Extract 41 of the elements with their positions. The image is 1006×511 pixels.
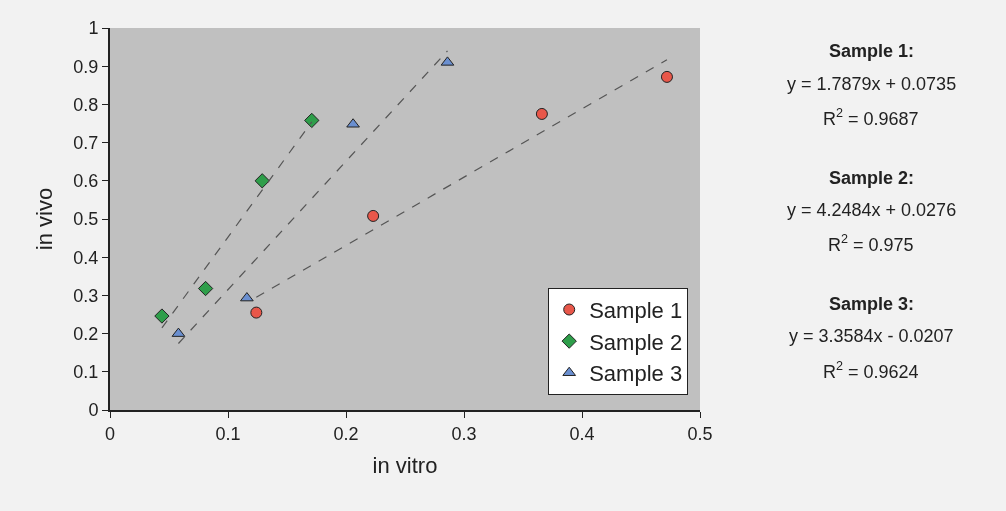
text: y = 4.2484x + 0.0276 [787,200,957,220]
point [197,280,214,297]
legend-label: Sample 1 [589,298,683,324]
point [367,209,380,222]
y-tick-label: 0 [88,400,99,421]
legend-label: Sample 3 [589,361,683,387]
text: R$^{2}$ = 0.9624 [823,359,919,382]
point [535,107,548,120]
x-tick-label: 0.5 [687,423,713,444]
point [660,70,673,83]
point [250,306,263,319]
y-tick-label: 1 [88,18,99,39]
y-tick-label: 0.7 [73,132,99,153]
y-tick-label: 0.6 [73,171,99,192]
text: Sample 3: [829,294,915,314]
point [304,112,320,129]
text: Sample 1: [829,41,915,61]
x-tick-label: 0 [104,423,116,444]
point [346,118,360,128]
y-tick-label: 0.8 [73,94,99,115]
y-axis-title: in vivo [31,187,57,251]
point [240,292,254,302]
y-tick-label: 0.1 [73,362,99,383]
x-tick-label: 0.1 [215,423,241,444]
x-tick-label: 0.3 [451,423,477,444]
text: R$^{2}$ = 0.975 [828,232,914,255]
legend-label: Sample 2 [589,329,683,355]
point [154,308,170,324]
point [254,173,270,189]
x-tick-label: 0.4 [569,423,595,444]
y-tick-label: 0.9 [73,56,99,77]
y-tick-label: 0.2 [73,323,99,344]
text: Sample 2: [829,168,915,188]
text: R$^{2}$ = 0.9687 [823,106,919,129]
y-tick-label: 0.4 [73,247,99,268]
text: y = 3.3584x - 0.0207 [789,326,954,346]
x-axis-title: in vitro [372,453,438,478]
x-tick-label: 0.2 [333,423,359,444]
text: y = 1.7879x + 0.0735 [787,74,957,94]
y-tick-label: 0.5 [73,209,99,230]
y-tick-label: 0.3 [73,285,99,306]
